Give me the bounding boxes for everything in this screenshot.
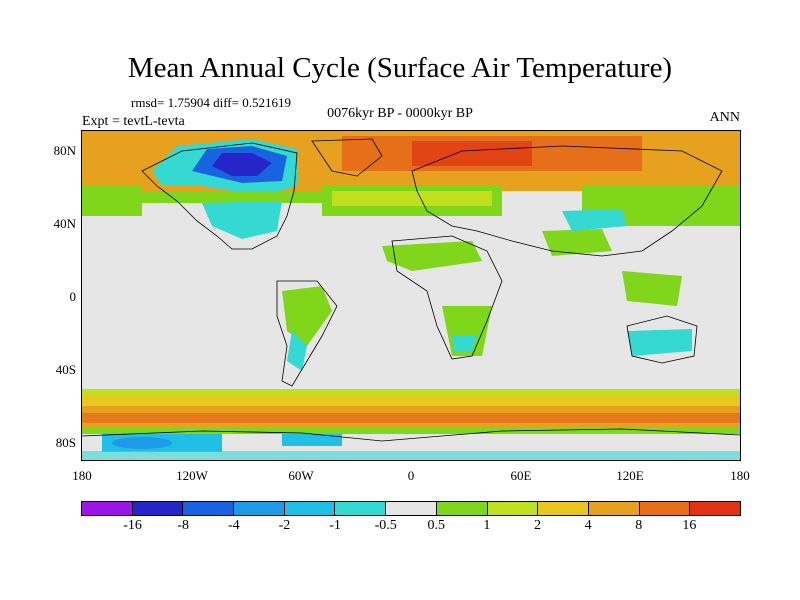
region-africa-cyan [452,336,477,351]
region-n-pacific-green [82,186,142,216]
coastline-africa [391,235,503,360]
lon-label-120w: 120W [176,468,208,483]
lat-label-80s: 80S [55,435,76,450]
legend-swatch [639,502,691,515]
region-us-cyan [202,201,282,239]
region-south-america-green [282,286,332,346]
legend-label: 4 [584,518,592,533]
lon-label-180e: 180 [730,468,750,483]
region-s-band-warm [82,413,740,423]
legend-label: -2 [278,518,291,533]
coastline-north-america [141,142,298,250]
legend-label: -8 [177,518,190,533]
region-antarctic-south [82,451,740,460]
region-india-green [542,229,612,256]
region-s-band-yellow [82,389,740,399]
region-antarctic-blue [112,437,172,449]
season-text: ANN [709,110,740,125]
legend-label: 2 [534,518,542,533]
lat-label-40n: 40N [53,216,76,231]
lon-label-60e: 60E [510,468,532,483]
region-australia-cyan [627,329,692,356]
legend-label: -1 [329,518,341,533]
coastline-south-america [276,280,338,387]
legend-swatch [538,502,589,515]
region-canada-coldest [212,153,272,176]
legend-swatch [436,502,488,515]
legend-swatch [690,502,740,515]
legend-swatch [335,502,387,515]
legend-label: 8 [635,518,643,533]
legend-swatch [487,502,539,515]
lon-label-180w: 180 [72,468,92,483]
coastline-eurasia [411,145,723,257]
legend-swatch [132,502,184,515]
legend-swatch [588,502,640,515]
plot-title: Mean Annual Cycle (Surface Air Temperatu… [127,52,673,84]
region-n-midlat-green [82,191,332,203]
lon-label-120e: 120E [616,468,644,483]
region-sahara-green [382,241,482,271]
lat-label-40s: 40S [55,362,76,377]
region-maritime-green [622,271,682,306]
coastlines [82,138,740,442]
region-s-band-gold [82,396,740,408]
legend-swatch [386,502,437,515]
legend-label: 0.5 [427,518,446,533]
legend-swatch [234,502,285,515]
region-south-america-cyan [287,331,307,371]
anomaly-map [82,131,740,460]
period-text: 0076kyr BP - 0000kyr BP [327,106,473,121]
experiment-text: Expt = tevtL-tevta [82,114,185,129]
lon-label-0: 0 [407,468,415,483]
legend-label: -16 [123,518,142,533]
legend-label: 16 [682,518,697,533]
coastline-australia [626,315,698,364]
coastline-antarctica [82,428,740,442]
region-antarctic-east [282,434,342,446]
region-east-asia-cyan [562,209,627,231]
map-panel [81,130,741,461]
legend-label: 1 [483,518,491,533]
lon-label-60w: 60W [288,468,314,483]
coastline-greenland [311,138,383,177]
region-n-atlantic-yellow [332,191,492,206]
legend-label: -0.5 [374,518,397,533]
legend-swatch [284,502,336,515]
region-s-band-green [82,428,740,434]
lat-label-80n: 80N [53,143,76,158]
stats-text: rmsd= 1.75904 diff= 0.521619 [131,95,291,110]
region-greenland-warm [412,141,532,166]
legend-label: -4 [228,518,240,533]
lat-label-eq: 0 [69,289,77,304]
legend-swatch [183,502,235,515]
legend-swatch [82,502,133,515]
legend-colorbar [81,501,741,516]
